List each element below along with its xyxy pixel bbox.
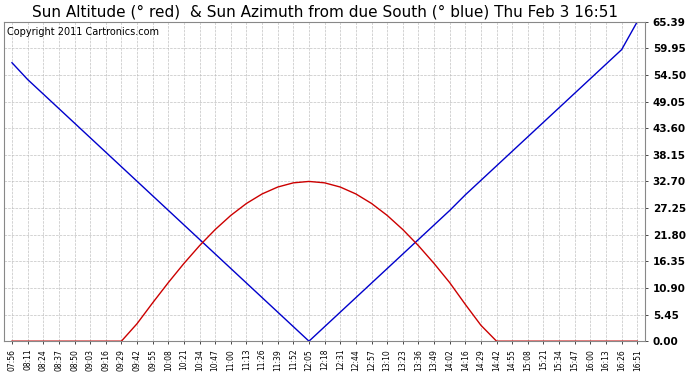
Title: Sun Altitude (° red)  & Sun Azimuth from due South (° blue) Thu Feb 3 16:51: Sun Altitude (° red) & Sun Azimuth from … [32, 4, 618, 19]
Text: Copyright 2011 Cartronics.com: Copyright 2011 Cartronics.com [8, 27, 159, 36]
